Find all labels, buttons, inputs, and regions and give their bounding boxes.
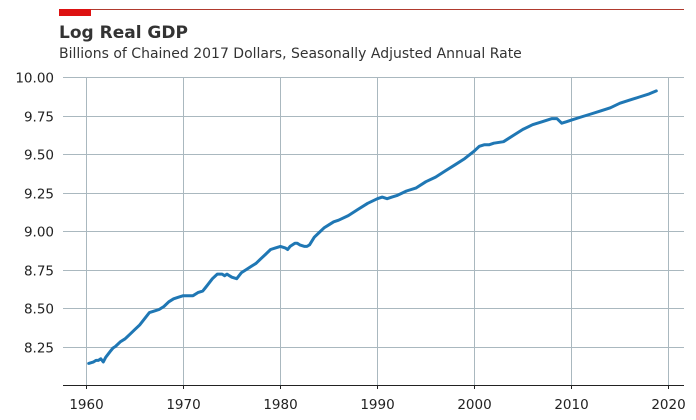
x-tick-label: 1990 [360,397,394,413]
x-tick-label: 1980 [263,397,297,413]
chart-title: Log Real GDP [59,23,188,43]
x-axis-ticks: 1960 1970 1980 1990 2000 2010 2020 [69,385,686,413]
y-axis-ticks: 8.25 8.50 8.75 9.00 9.25 9.50 9.75 10.00 [15,71,54,357]
x-tick-label: 2000 [457,397,491,413]
x-tick-label: 2020 [651,397,685,413]
y-tick-label: 9.25 [24,187,54,203]
y-tick-label: 8.50 [24,302,54,318]
gdp-series-line [87,89,658,365]
y-tick-label: 9.00 [24,225,54,241]
x-tick-label: 2010 [554,397,588,413]
y-tick-label: 8.25 [24,341,54,357]
y-tick-label: 8.75 [24,264,54,280]
brand-accent-bar [59,9,91,16]
series-group [87,89,658,365]
x-tick-label: 1960 [69,397,103,413]
x-tick-label: 1970 [166,397,200,413]
chart-subtitle: Billions of Chained 2017 Dollars, Season… [59,46,522,62]
y-tick-label: 9.50 [24,148,54,164]
y-tick-label: 10.00 [15,71,54,87]
y-tick-label: 9.75 [24,110,54,126]
y-gridlines [63,77,684,348]
